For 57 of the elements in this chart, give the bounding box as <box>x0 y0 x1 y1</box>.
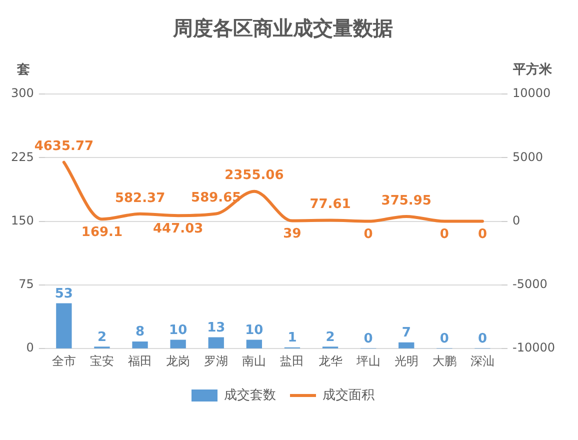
x-tick-label: 全市 <box>52 354 76 368</box>
line-series <box>62 160 484 223</box>
bar <box>170 340 186 348</box>
x-tick-label: 坪山 <box>355 354 380 368</box>
x-tick-label: 光明 <box>394 354 418 368</box>
y2-tick-label: -5000 <box>512 277 548 292</box>
data-label: 0 <box>440 331 449 346</box>
y2-tick-label: 0 <box>512 213 520 228</box>
data-label: 2 <box>326 330 335 345</box>
data-label: 0 <box>364 227 373 242</box>
data-label: 8 <box>136 324 145 340</box>
data-label: 447.03 <box>152 221 204 236</box>
x-tick-label: 罗湖 <box>204 354 228 368</box>
data-label: 2 <box>97 330 106 345</box>
x-tick-label: 福田 <box>128 354 152 368</box>
y-tick-label: 225 <box>11 150 34 164</box>
data-label: 77.61 <box>310 197 351 212</box>
bar <box>398 342 414 348</box>
data-label: 39 <box>283 226 302 242</box>
x-tick-label: 大鹏 <box>432 354 456 368</box>
y-tick-label: 0 <box>26 340 34 355</box>
x-tick-label: 宝安 <box>90 354 114 368</box>
data-label: 4635.77 <box>34 139 94 154</box>
data-label: 53 <box>54 286 73 302</box>
bar <box>246 340 262 348</box>
data-label: 2355.06 <box>224 168 284 184</box>
data-label: 10 <box>169 322 188 338</box>
x-tick-label: 南山 <box>242 354 266 368</box>
y-tick-label: 300 <box>11 86 34 100</box>
legend-label: 成交面积 <box>322 386 374 403</box>
data-label: 13 <box>207 320 226 336</box>
data-label: 0 <box>478 331 487 346</box>
y-tick-label: 150 <box>11 213 34 228</box>
x-tick-label: 盐田 <box>280 354 304 368</box>
data-label: 0 <box>364 331 373 346</box>
data-label: 169.1 <box>81 225 123 240</box>
data-label: 7 <box>402 326 411 341</box>
y2-tick-label: 5000 <box>512 150 544 164</box>
chart-title: 周度各区商业成交量数据 <box>172 16 393 40</box>
y-tick-label: 75 <box>18 277 34 292</box>
data-label: 1 <box>288 330 297 346</box>
data-label: 10 <box>245 322 264 338</box>
y-axis-title: 套 <box>16 62 30 78</box>
x-tick-label: 龙岗 <box>166 354 190 368</box>
data-label: 0 <box>440 227 449 242</box>
x-tick-label: 龙华 <box>318 354 342 368</box>
y2-tick-label: 10000 <box>512 86 551 100</box>
data-label: 0 <box>478 227 487 242</box>
x-tick-label: 深汕 <box>470 354 494 368</box>
bar <box>208 337 224 348</box>
data-label: 582.37 <box>114 190 166 206</box>
bar <box>132 341 148 348</box>
legend-label: 成交套数 <box>224 386 276 403</box>
y2-tick-label: -10000 <box>512 340 556 355</box>
bar <box>56 303 72 348</box>
data-label: 375.95 <box>381 193 432 208</box>
y2-axis-title: 平方米 <box>512 61 554 78</box>
